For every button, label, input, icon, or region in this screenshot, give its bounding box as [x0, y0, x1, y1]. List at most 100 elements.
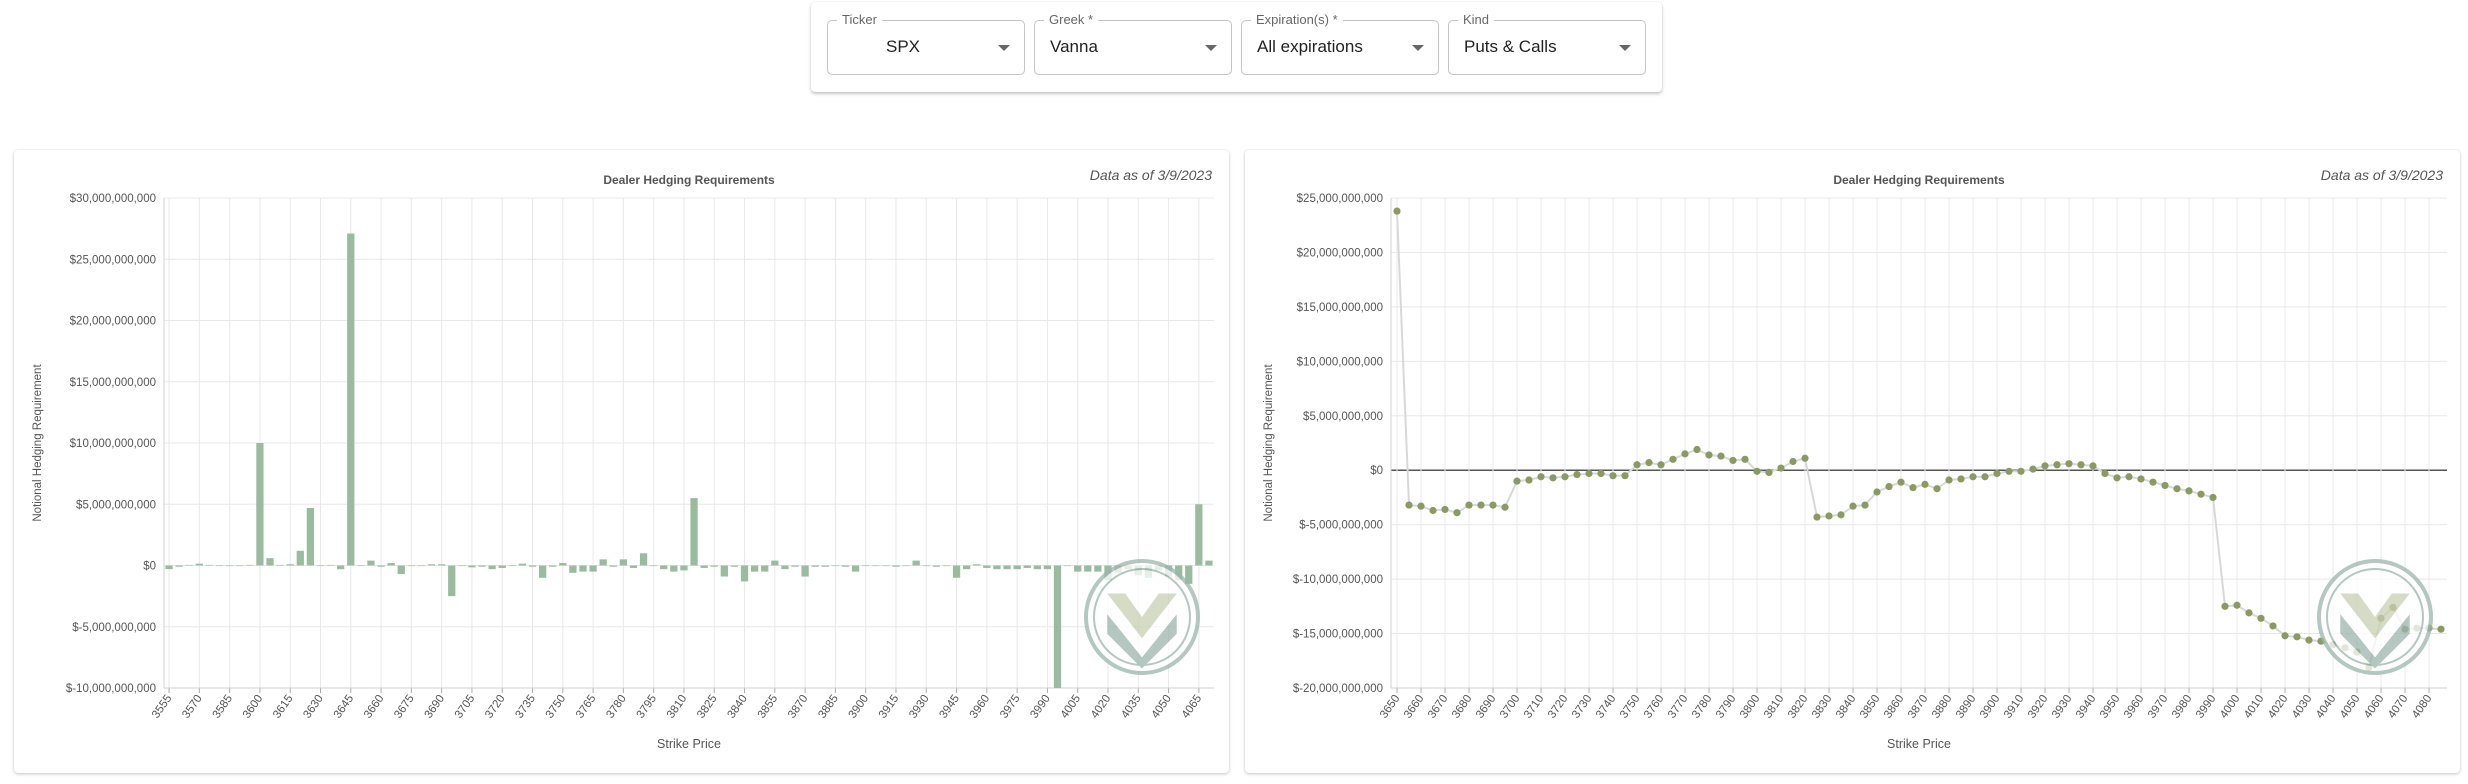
x-tick-label: 3735 — [513, 693, 538, 721]
bar — [266, 558, 274, 566]
ticker-label: Ticker — [837, 11, 882, 29]
scatter-line-chart: Dealer Hedging Requirements $25,000,000,0… — [1263, 173, 2447, 751]
bar — [538, 565, 547, 578]
x-tick-label: 3860 — [1882, 693, 1907, 721]
bar — [518, 563, 527, 566]
bar — [387, 563, 395, 566]
x-tick-label: 3890 — [1954, 693, 1979, 721]
x-tick-label: 3675 — [392, 693, 417, 721]
y-tick-label: $10,000,000,000 — [1297, 356, 1383, 368]
x-tick-label: 4005 — [1059, 693, 1084, 721]
x-tick-label: 4040 — [2314, 693, 2339, 721]
x-tick-label: 3780 — [1690, 693, 1715, 721]
data-point — [1729, 456, 1737, 465]
bar — [225, 565, 234, 567]
bar — [639, 553, 648, 566]
x-tick-label: 3555 — [150, 693, 175, 721]
kind-label: Kind — [1458, 11, 1495, 29]
data-point — [1609, 472, 1617, 480]
bar — [851, 565, 860, 572]
bar — [488, 565, 496, 570]
bar — [902, 565, 910, 567]
data-point — [1873, 488, 1881, 496]
y-tick-label: $5,000,000,000 — [1303, 411, 1383, 423]
data-point — [2077, 461, 2085, 469]
data-point — [1753, 467, 1761, 475]
data-point — [1597, 469, 1605, 478]
data-point — [1405, 501, 1413, 509]
brand-logo — [1084, 559, 1200, 675]
data-point — [1777, 464, 1785, 472]
chevron-down-icon — [1412, 45, 1424, 51]
data-point — [1981, 473, 1989, 481]
expirations-label: Expiration(s) * — [1251, 11, 1343, 29]
bar — [599, 559, 607, 566]
bar — [549, 565, 557, 567]
y-tick-label: $20,000,000,000 — [70, 316, 156, 328]
y-tick-label: $25,000,000,000 — [1297, 193, 1383, 205]
data-point — [1501, 503, 1509, 511]
x-tick-label: 4080 — [2410, 693, 2435, 721]
data-point — [1441, 505, 1449, 514]
x-tick-label: 3870 — [1906, 693, 1931, 721]
bar — [670, 565, 678, 572]
greek-select[interactable]: Greek * Vanna — [1034, 11, 1232, 75]
x-tick-label: 3960 — [968, 693, 993, 721]
x-tick-label: 3795 — [635, 693, 660, 721]
y-tick-label: $-5,000,000,000 — [72, 622, 156, 634]
x-tick-label: 3940 — [2074, 693, 2099, 721]
x-tick-label: 3950 — [2098, 693, 2123, 721]
x-tick-label: 3780 — [604, 693, 629, 721]
x-tick-label: 3765 — [574, 693, 599, 721]
bar — [195, 563, 203, 566]
bar — [316, 565, 325, 567]
x-tick-label: 3750 — [544, 693, 569, 721]
bar — [448, 565, 456, 597]
brand-logo — [2317, 559, 2433, 675]
data-point — [2137, 475, 2145, 483]
data-point — [1993, 469, 2001, 478]
data-point — [1849, 502, 1857, 510]
x-tick-label: 3910 — [2002, 693, 2027, 721]
y-axis-label: Notional Hedging Requirement — [1263, 364, 1275, 522]
bar — [397, 565, 405, 575]
data-point — [1669, 455, 1677, 463]
bar — [357, 565, 365, 567]
ticker-select[interactable]: Ticker SPX — [827, 11, 1025, 75]
data-point — [2269, 622, 2277, 630]
bar — [1084, 565, 1092, 572]
kind-select[interactable]: Kind Puts & Calls — [1448, 11, 1646, 75]
data-as-of-label: Data as of 3/9/2023 — [2320, 167, 2443, 183]
data-point — [2041, 462, 2049, 470]
ticker-value: SPX — [886, 37, 921, 56]
bar — [508, 565, 516, 567]
data-point — [2173, 485, 2181, 493]
chart-title: Dealer Hedging Requirements — [603, 173, 775, 187]
expirations-select[interactable]: Expiration(s) * All expirations — [1241, 11, 1439, 75]
kind-value: Puts & Calls — [1464, 37, 1557, 56]
x-tick-label: 3980 — [2170, 693, 2195, 721]
bar — [458, 565, 466, 567]
data-point — [2113, 474, 2121, 482]
bar — [952, 565, 961, 578]
data-point — [2149, 478, 2157, 486]
data-point — [1453, 509, 1461, 517]
bar — [347, 233, 355, 566]
bar — [963, 565, 971, 570]
x-tick-label: 3670 — [1426, 693, 1451, 721]
bar — [589, 565, 597, 572]
data-point — [2053, 461, 2061, 469]
x-tick-label: 3800 — [1738, 693, 1763, 721]
data-point — [2281, 632, 2289, 640]
x-tick-label: 3690 — [1474, 693, 1499, 721]
bar — [215, 565, 224, 567]
bar-chart: Dealer Hedging Requirements $30,000,000,0… — [32, 173, 1214, 751]
x-tick-label: 3930 — [2050, 693, 2075, 721]
bar — [609, 565, 617, 567]
data-point — [1885, 482, 1893, 491]
bar — [831, 565, 840, 567]
x-tick-label: 3600 — [241, 693, 266, 721]
x-tick-label: 4000 — [2218, 693, 2243, 721]
bar — [680, 565, 688, 571]
chart-title: Dealer Hedging Requirements — [1833, 173, 2005, 187]
